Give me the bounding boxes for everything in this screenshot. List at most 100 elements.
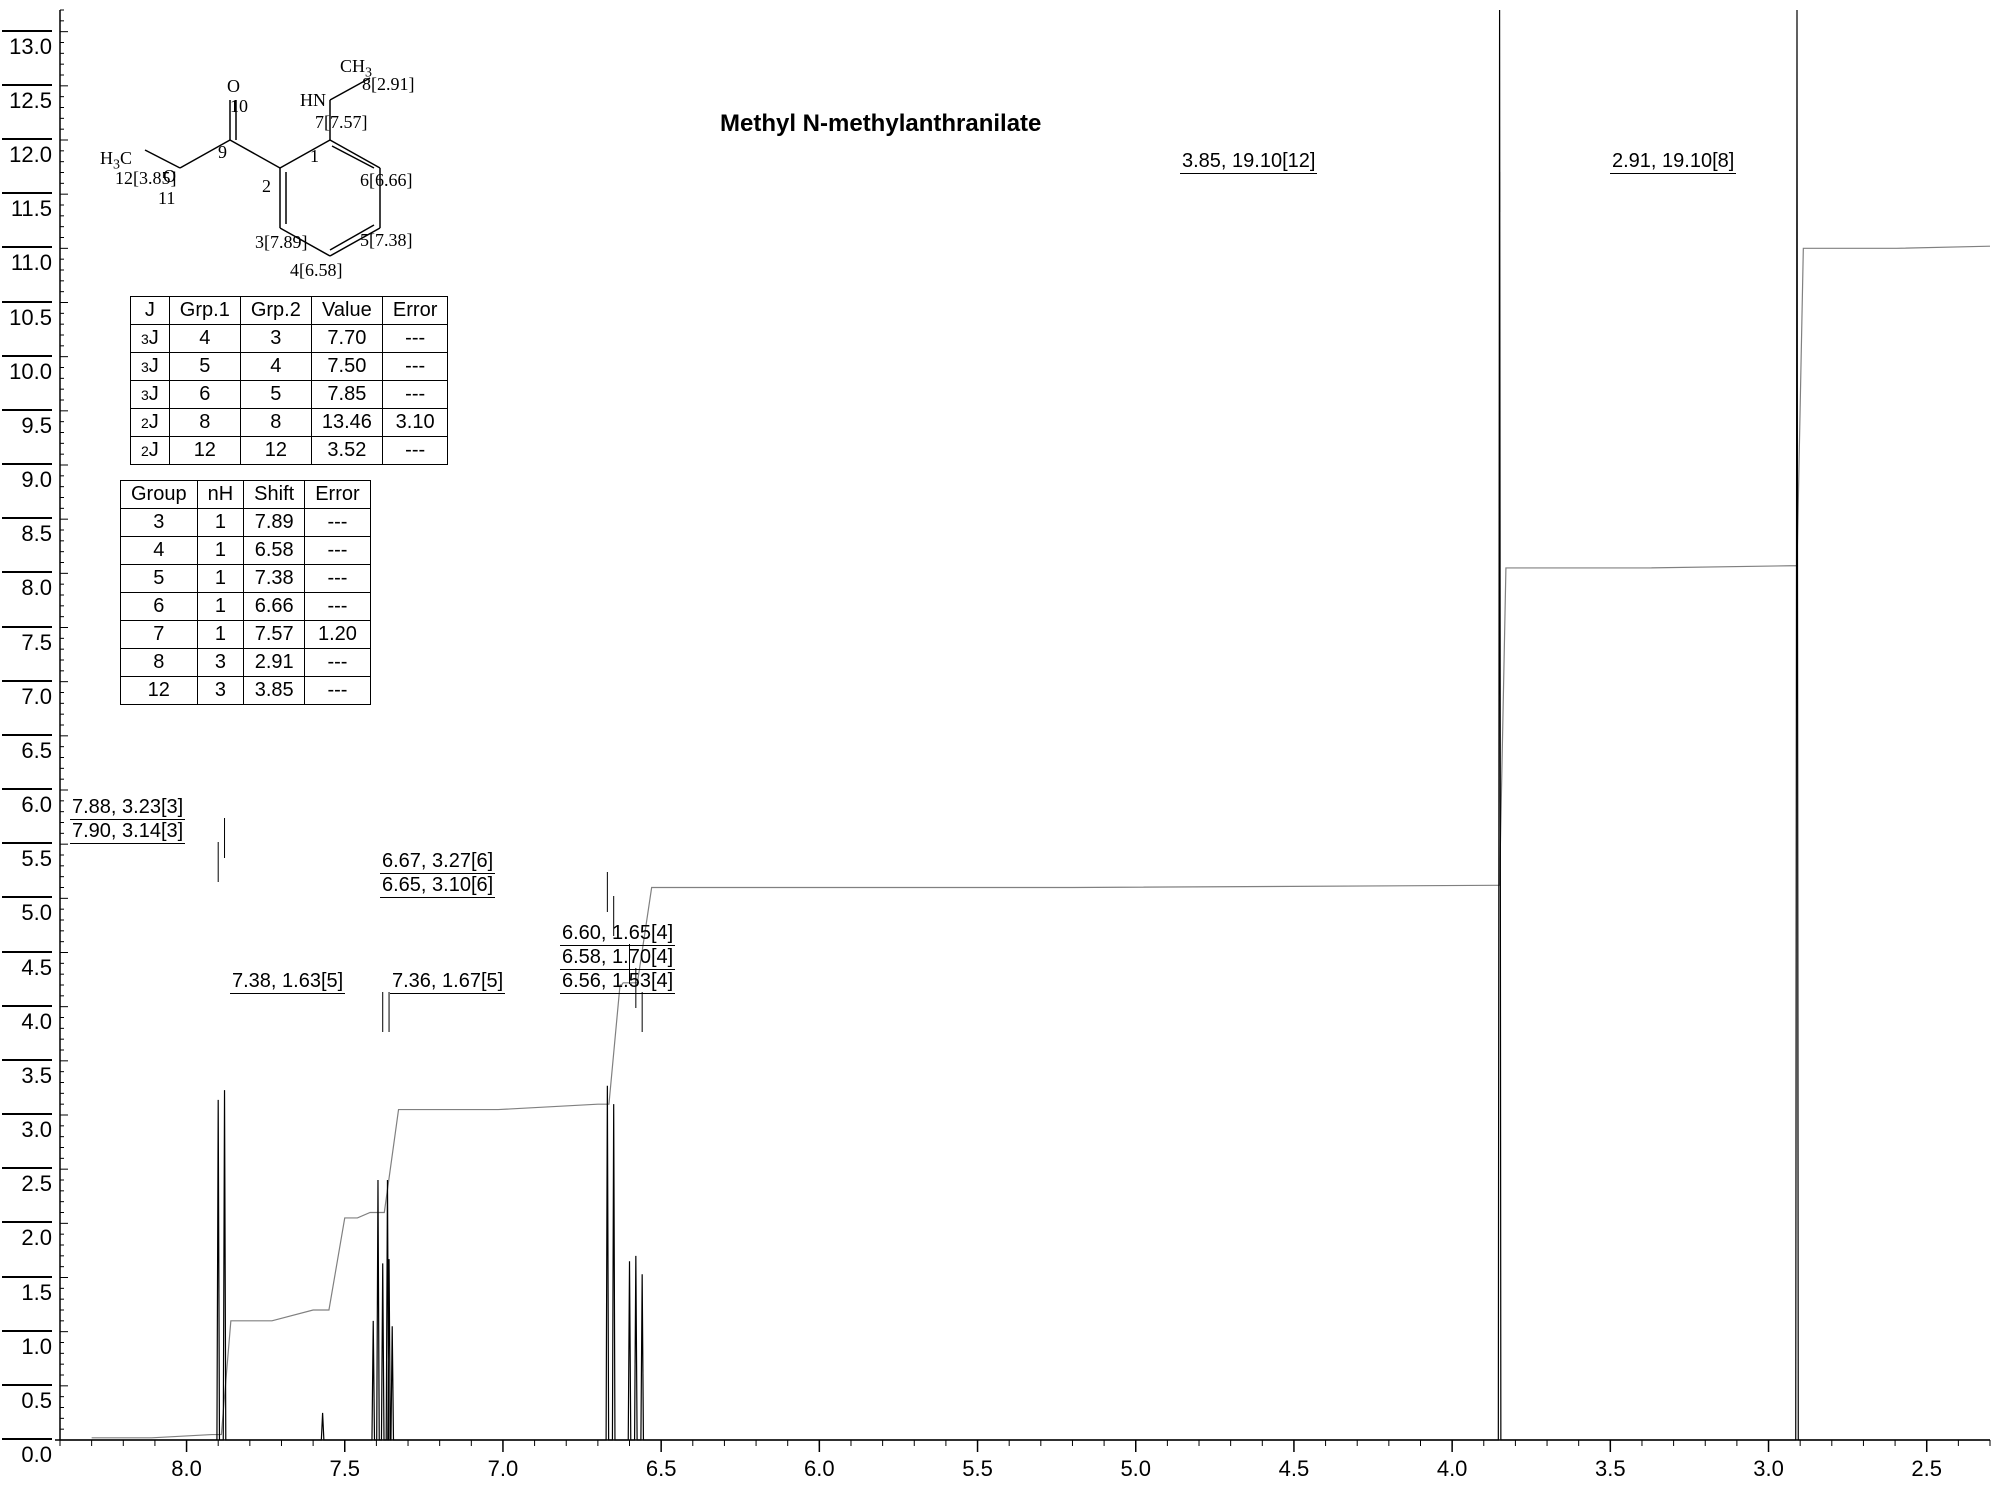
- table-cell: 3.10: [382, 409, 447, 437]
- table-cell: 4: [240, 353, 311, 381]
- table-cell: 2J: [131, 409, 170, 437]
- table-cell: 12: [240, 437, 311, 465]
- table-cell: 6: [169, 381, 240, 409]
- y-tick-label: 11.5: [2, 192, 52, 222]
- peak-label: 3.85, 19.10[12]: [1180, 150, 1317, 174]
- table-cell: 13.46: [311, 409, 382, 437]
- structure-atom-label: 10: [230, 96, 248, 117]
- table-cell: ---: [382, 437, 447, 465]
- peak-label: 6.58, 1.70[4]: [560, 946, 675, 970]
- y-tick-label: 7.0: [2, 680, 52, 710]
- table-cell: 4: [121, 537, 198, 565]
- y-tick-label: 4.0: [2, 1005, 52, 1035]
- structure-atom-label: 2: [262, 176, 271, 197]
- y-tick-label: 3.5: [2, 1059, 52, 1089]
- table-cell: 1: [197, 509, 244, 537]
- table-row: 832.91---: [121, 649, 371, 677]
- y-tick-label: 8.5: [2, 517, 52, 547]
- y-tick-label: 12.0: [2, 138, 52, 168]
- y-tick-label: 10.0: [2, 355, 52, 385]
- coupling-header: Error: [382, 297, 447, 325]
- y-tick-label: 3.0: [2, 1113, 52, 1143]
- y-tick-label: 12.5: [2, 84, 52, 114]
- table-cell: 7.70: [311, 325, 382, 353]
- table-row: 317.89---: [121, 509, 371, 537]
- table-cell: 12: [121, 677, 198, 705]
- coupling-header: Value: [311, 297, 382, 325]
- shift-header: Error: [305, 481, 370, 509]
- coupling-table: JGrp.1Grp.2ValueError3J437.70---3J547.50…: [130, 296, 448, 465]
- table-cell: 6.66: [244, 593, 305, 621]
- table-cell: ---: [305, 593, 370, 621]
- table-cell: 7.89: [244, 509, 305, 537]
- table-cell: 8: [169, 409, 240, 437]
- table-cell: 2.91: [244, 649, 305, 677]
- table-cell: 8: [240, 409, 311, 437]
- table-cell: ---: [305, 677, 370, 705]
- y-tick-label: 7.5: [2, 626, 52, 656]
- structure-atom-label: 8[2.91]: [362, 74, 415, 95]
- coupling-header: J: [131, 297, 170, 325]
- x-tick-label: 6.5: [641, 1456, 681, 1482]
- table-cell: 1: [197, 565, 244, 593]
- table-cell: ---: [382, 381, 447, 409]
- table-row: 416.58---: [121, 537, 371, 565]
- peak-label: 6.65, 3.10[6]: [380, 874, 495, 898]
- table-row: 517.38---: [121, 565, 371, 593]
- y-tick-label: 0.0: [2, 1438, 52, 1468]
- table-cell: 3J: [131, 353, 170, 381]
- table-cell: 6: [121, 593, 198, 621]
- y-tick-label: 13.0: [2, 30, 52, 60]
- x-tick-label: 3.0: [1749, 1456, 1789, 1482]
- x-tick-label: 4.0: [1432, 1456, 1472, 1482]
- table-cell: ---: [305, 537, 370, 565]
- y-tick-label: 1.0: [2, 1330, 52, 1360]
- table-cell: 3J: [131, 325, 170, 353]
- peak-label: 6.56, 1.53[4]: [560, 970, 675, 994]
- peak-label: 6.60, 1.65[4]: [560, 922, 675, 946]
- table-row: 717.571.20: [121, 621, 371, 649]
- peak-label: 2.91, 19.10[8]: [1610, 150, 1736, 174]
- table-cell: 1: [197, 593, 244, 621]
- table-row: 2J8813.463.10: [131, 409, 448, 437]
- peak-label: 7.88, 3.23[3]: [70, 796, 185, 820]
- table-cell: 5: [240, 381, 311, 409]
- x-tick-label: 2.5: [1907, 1456, 1947, 1482]
- shift-header: nH: [197, 481, 244, 509]
- table-cell: 3.52: [311, 437, 382, 465]
- x-tick-label: 8.0: [167, 1456, 207, 1482]
- table-cell: 7.57: [244, 621, 305, 649]
- shift-header: Group: [121, 481, 198, 509]
- structure-atom-label: 1: [310, 146, 319, 167]
- table-cell: ---: [305, 565, 370, 593]
- structure-atom-label: O: [163, 166, 176, 187]
- table-row: 1233.85---: [121, 677, 371, 705]
- y-tick-label: 5.0: [2, 896, 52, 926]
- structure-atom-label: 4[6.58]: [290, 260, 343, 281]
- table-cell: 3: [197, 677, 244, 705]
- table-cell: 4: [169, 325, 240, 353]
- table-cell: 2J: [131, 437, 170, 465]
- x-tick-label: 4.5: [1274, 1456, 1314, 1482]
- table-cell: 3.85: [244, 677, 305, 705]
- table-cell: 1.20: [305, 621, 370, 649]
- y-tick-label: 2.0: [2, 1221, 52, 1251]
- x-tick-label: 6.0: [799, 1456, 839, 1482]
- y-tick-label: 4.5: [2, 951, 52, 981]
- table-cell: 3: [240, 325, 311, 353]
- x-tick-label: 3.5: [1590, 1456, 1630, 1482]
- structure-atom-label: 7[7.57]: [315, 112, 368, 133]
- table-cell: ---: [382, 353, 447, 381]
- y-tick-label: 5.5: [2, 842, 52, 872]
- table-cell: 3J: [131, 381, 170, 409]
- table-cell: 1: [197, 621, 244, 649]
- x-tick-label: 5.5: [958, 1456, 998, 1482]
- table-cell: 7: [121, 621, 198, 649]
- structure-atom-label: 3[7.89]: [255, 232, 308, 253]
- structure-atom-label: O: [227, 76, 240, 97]
- structure-atom-label: 9: [218, 142, 227, 163]
- table-cell: 12: [169, 437, 240, 465]
- x-tick-label: 5.0: [1116, 1456, 1156, 1482]
- table-row: 2J12123.52---: [131, 437, 448, 465]
- coupling-header: Grp.2: [240, 297, 311, 325]
